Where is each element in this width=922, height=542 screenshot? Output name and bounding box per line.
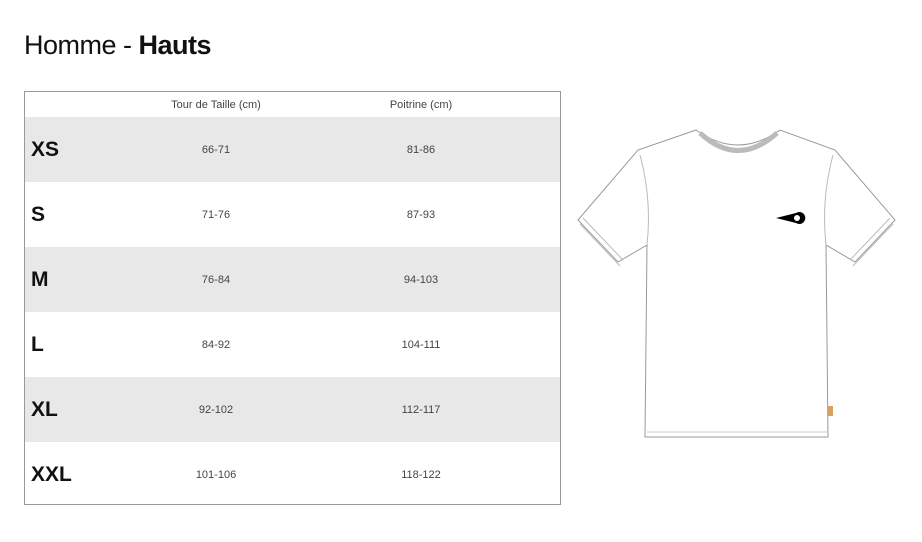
poitrine-value: 94-103: [403, 273, 439, 286]
page-title: Homme - Hauts: [24, 30, 212, 60]
size-table: Tour de Taille (cm) Poitrine (cm) XS 66-7…: [24, 91, 561, 505]
size-label: S: [31, 202, 46, 226]
tour-de-taille-value: 66-71: [201, 143, 231, 156]
tour-de-taille-value: 76-84: [201, 273, 231, 286]
header-tour-de-taille: Tour de Taille (cm): [171, 98, 261, 111]
label-tag: [828, 406, 833, 416]
poitrine-value: 81-86: [406, 143, 436, 156]
size-label: M: [31, 267, 49, 291]
poitrine-value: 118-122: [401, 468, 441, 481]
size-label: XS: [31, 137, 60, 161]
logo-icon: [776, 212, 806, 224]
poitrine-value: 104-111: [401, 338, 441, 351]
table-row: M 76-84 94-103: [25, 247, 560, 312]
size-label: XL: [31, 397, 58, 421]
header-poitrine: Poitrine (cm): [389, 98, 453, 111]
poitrine-value: 112-117: [401, 403, 441, 416]
poitrine-value: 87-93: [406, 208, 436, 221]
table-row: L 84-92 104-111: [25, 312, 560, 377]
table-row: XL 92-102 112-117: [25, 377, 560, 442]
table-header: Tour de Taille (cm) Poitrine (cm): [25, 92, 560, 117]
table-row: XS 66-71 81-86: [25, 117, 560, 182]
tour-de-taille-value: 84-92: [201, 338, 231, 351]
tour-de-taille-value: 71-76: [201, 208, 231, 221]
size-label: L: [31, 332, 44, 356]
table-row: S 71-76 87-93: [25, 182, 560, 247]
table-row: XXL 101-106 118-122: [25, 442, 560, 507]
tour-de-taille-value: 101-106: [195, 468, 237, 481]
size-label: XXL: [31, 462, 72, 486]
tour-de-taille-value: 92-102: [198, 403, 234, 416]
